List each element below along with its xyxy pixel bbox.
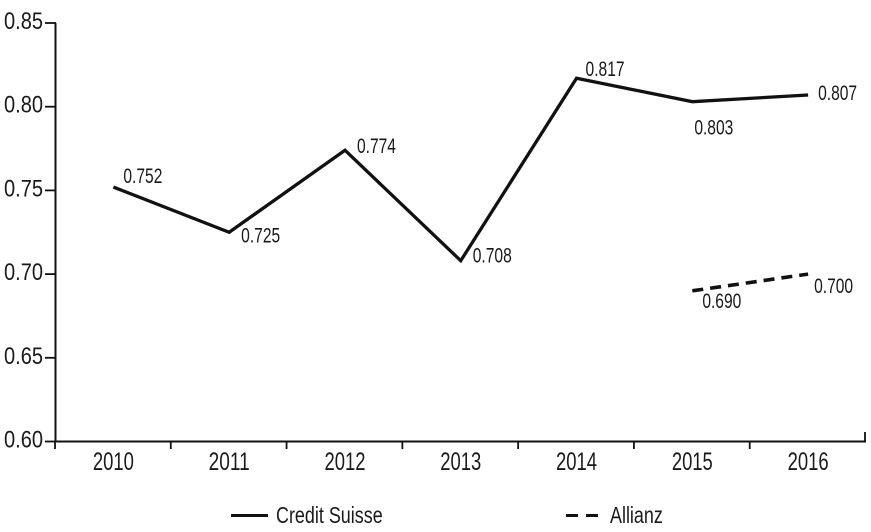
data-point-label: 0.752 — [123, 165, 162, 188]
x-axis-tick-label: 2013 — [440, 448, 481, 476]
series-line-allianz — [692, 272, 809, 293]
x-axis-tick-label: 2012 — [324, 448, 365, 476]
x-axis-tick-label: 2015 — [672, 448, 713, 476]
y-axis-tick-label: 0.85 — [4, 8, 43, 35]
data-point-label: 0.700 — [814, 275, 853, 298]
data-point-label: 0.803 — [694, 117, 733, 140]
y-axis-tick-label: 0.75 — [4, 175, 43, 202]
data-point-label: 0.708 — [473, 245, 512, 268]
x-axis-tick-label: 2016 — [788, 448, 829, 476]
data-point-label: 0.807 — [818, 82, 857, 105]
x-axis-tick-label: 2010 — [93, 448, 134, 476]
y-axis-tick-label: 0.70 — [4, 259, 43, 286]
y-axis-tick-label: 0.60 — [4, 427, 43, 454]
x-axis-tick-label: 2014 — [556, 448, 597, 476]
data-point-label: 0.817 — [586, 58, 625, 81]
series-line-credit-suisse — [112, 76, 809, 264]
data-point-label: 0.690 — [702, 290, 741, 313]
y-axis-tick-label: 0.80 — [4, 92, 43, 119]
y-axis-tick-label: 0.65 — [4, 343, 43, 370]
data-point-label: 0.774 — [357, 135, 396, 158]
x-axis-tick-label: 2011 — [209, 448, 250, 476]
data-point-label: 0.725 — [241, 224, 280, 247]
